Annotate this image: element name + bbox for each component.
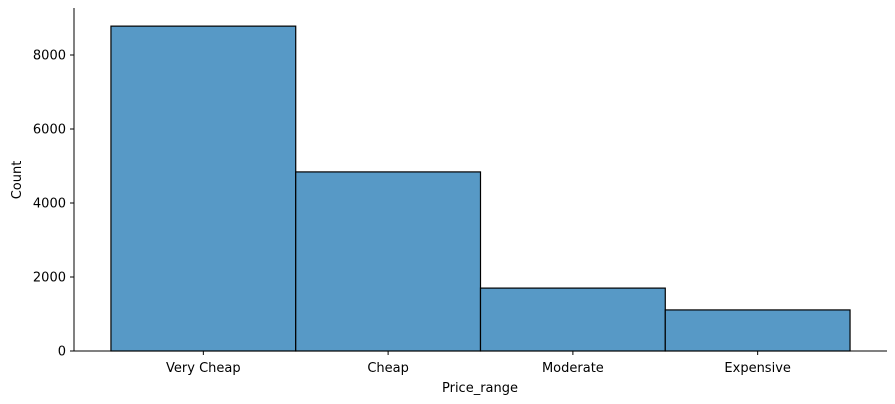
y-tick-label: 4000 — [33, 196, 66, 211]
y-tick-label: 2000 — [33, 270, 66, 285]
x-tick-label: Cheap — [367, 361, 409, 376]
y-axis-label: Count — [10, 161, 25, 200]
bar — [110, 25, 297, 352]
x-tick-label: Moderate — [542, 361, 604, 376]
x-tick-label: Very Cheap — [166, 361, 241, 376]
x-axis-label: Price_range — [442, 381, 518, 396]
x-tick-label: Expensive — [724, 361, 790, 376]
bar — [479, 287, 666, 352]
bar — [664, 309, 851, 352]
y-tick-label: 6000 — [33, 122, 66, 137]
bar — [295, 171, 482, 352]
y-tick-label: 0 — [58, 345, 66, 360]
y-tick-label: 8000 — [33, 48, 66, 63]
